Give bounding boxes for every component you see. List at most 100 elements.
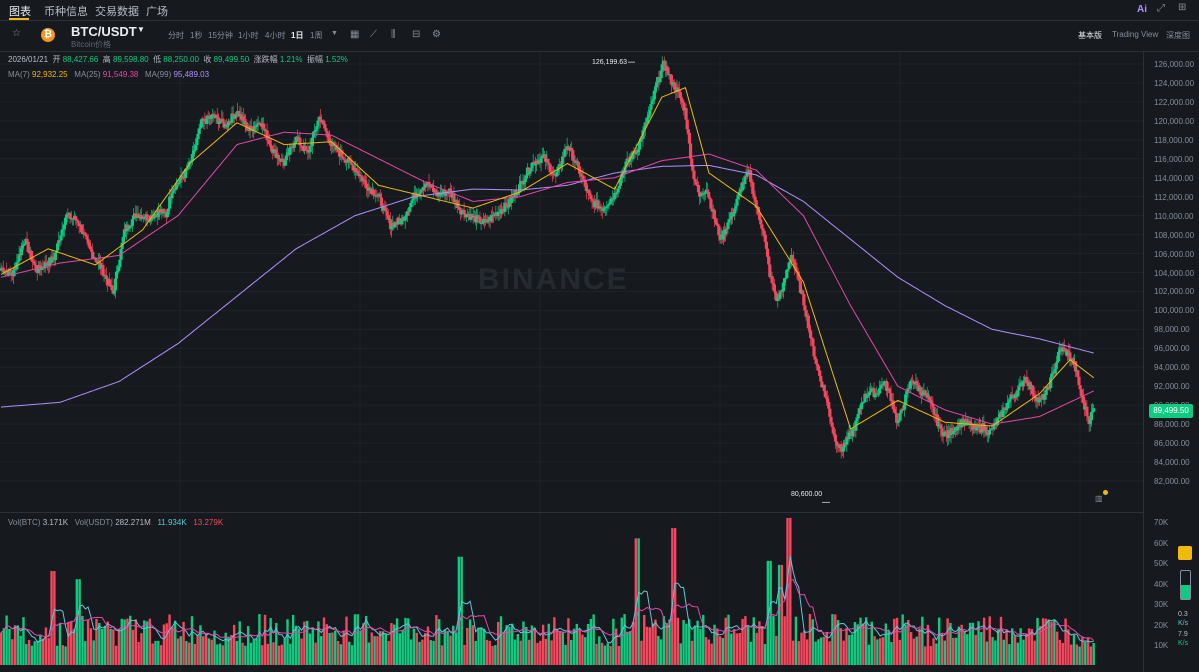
volume-bar [929,646,932,665]
chevron-down-icon[interactable]: ▼ [137,25,145,34]
layout-icon[interactable]: ⊟ [412,29,421,40]
volume-bar [519,640,522,665]
bookmark-icon[interactable] [1178,546,1192,560]
candle-body [741,182,745,191]
volume-bar [825,632,829,665]
chart-type-icon[interactable]: ⫼ [391,29,396,40]
pane-separator[interactable] [0,512,1143,513]
volume-bar [744,616,747,665]
tab-coin-info[interactable]: 币种信息 [44,6,88,18]
volume-bar [572,628,576,665]
volume-bar [876,639,879,665]
candle-body [284,155,288,161]
candle-body [336,147,341,153]
volume-bar [828,641,831,665]
interval-1h[interactable]: 1小时 [238,31,259,40]
interval-1w[interactable]: 1周 [310,31,323,40]
view-depth[interactable]: 深度图 [1166,31,1190,40]
pair-subtitle[interactable]: Bitcoin价格 [71,40,112,49]
volume-bar [845,628,848,665]
candle-body [0,267,3,271]
calendar-icon[interactable]: ▦ [350,29,360,40]
candle-body [884,381,889,391]
settings-icon[interactable]: ⚙ [432,29,441,40]
candle-body [1037,399,1041,403]
tab-square[interactable]: 广场 [146,6,168,18]
volume-bar [1039,625,1042,665]
volume-bar [362,623,365,665]
volume-bar [867,644,871,665]
volume-bar [53,571,56,665]
volume-bar [676,617,680,665]
candle-body [867,392,872,396]
candle-body [787,262,791,269]
candle-body [61,228,65,230]
star-icon[interactable]: ☆ [12,28,21,39]
bar-chart-icon[interactable]: ▥ [1095,494,1103,503]
candle-body [225,125,230,128]
price-tick-label: 98,000.00 [1154,325,1190,335]
candle-body [878,388,882,394]
candle-body [341,156,345,159]
interval-1d[interactable]: 1日 [291,31,304,40]
candle-body [120,242,124,249]
volume-bar [898,639,902,665]
volume-bar [974,634,977,665]
volume-bar [912,638,916,665]
price-tick-label: 110,000.00 [1154,211,1194,221]
volume-bar [449,635,452,665]
candle-body [624,161,628,167]
volume-bar [508,626,511,665]
interval-1s[interactable]: 1秒 [190,31,203,40]
interval-15m[interactable]: 15分钟 [208,31,233,40]
candle-body [801,290,805,294]
volume-bar [1016,642,1020,665]
candle-body [221,118,225,123]
candle-body [932,407,936,415]
candle-body [1073,361,1078,372]
interval-time[interactable]: 分时 [168,31,184,40]
volume-bar [606,643,609,665]
volume-bar [36,640,39,665]
expand-icon[interactable]: ⤢ [1157,3,1165,14]
candle-body [839,444,843,452]
candle-body [379,197,384,207]
volume-bar [275,622,278,665]
candle-body [899,409,903,413]
pair-selector[interactable]: BTC/USDT [71,24,137,39]
tab-trading-data[interactable]: 交易数据 [95,6,139,18]
more-intervals-icon[interactable]: ▼ [331,30,338,37]
volume-bar [704,637,708,665]
candle-body [89,249,94,252]
candle-body [793,261,797,267]
candle-body [1079,389,1083,396]
grid-icon[interactable]: ⊞ [1178,2,1187,13]
ai-icon[interactable]: Ai [1137,4,1147,15]
candle-body [83,232,87,235]
volume-bar [657,635,660,665]
tab-chart[interactable]: 图表 [9,6,31,18]
candle-body [807,328,812,331]
volume-bar [539,640,542,665]
volume-bar [623,614,626,665]
volume-bar [895,617,899,665]
volume-bar [822,636,826,665]
indicator-icon[interactable]: ⟋ [370,29,377,40]
candle-body [19,248,23,256]
candle-body [734,205,738,209]
candle-body [910,380,915,382]
candlestick-chart[interactable] [0,51,1143,672]
candle-body [177,182,181,184]
view-tradingview[interactable]: Trading View [1112,30,1159,39]
candle-body [658,78,662,83]
volume-bar [41,638,45,665]
volume-bar [359,631,362,665]
candle-body [812,346,816,357]
candle-body [559,163,564,167]
candle-body [830,422,834,427]
price-axis[interactable] [1143,51,1199,672]
interval-4h[interactable]: 4小时 [265,31,286,40]
candle-body [760,224,764,229]
view-basic[interactable]: 基本版 [1078,31,1102,40]
candle-body [84,234,88,237]
